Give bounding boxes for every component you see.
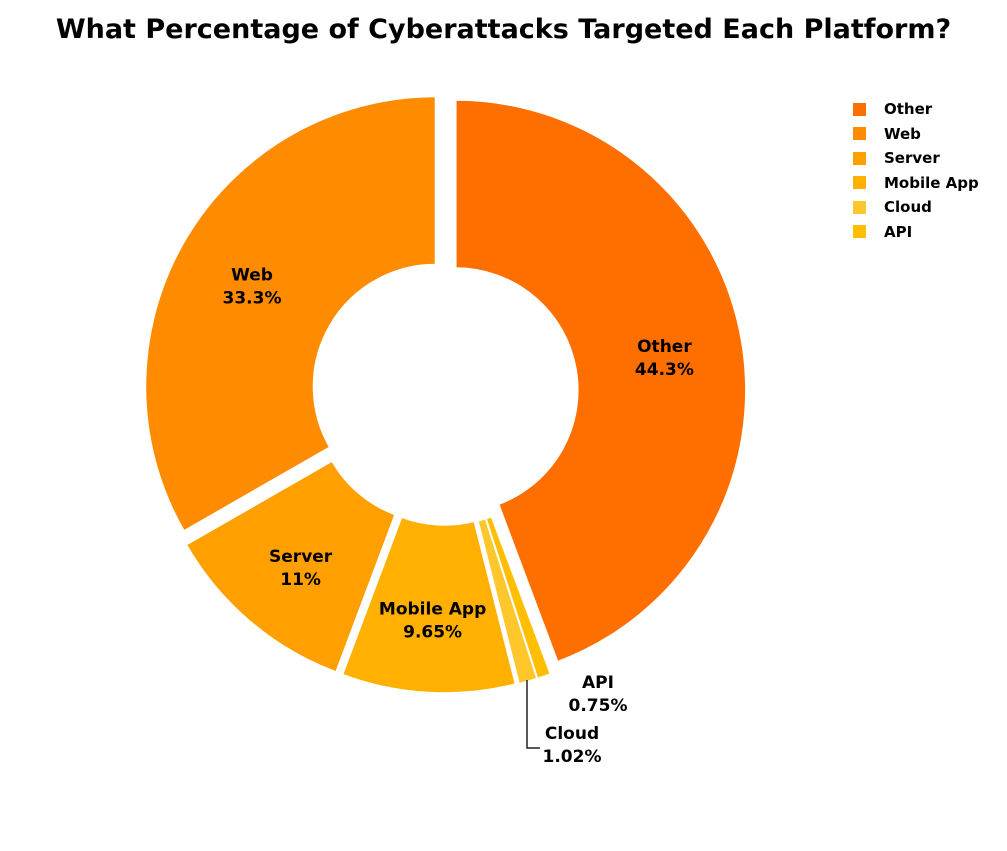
slice-cloud [477, 517, 538, 685]
legend-item-api[interactable]: API [853, 220, 979, 245]
legend-swatch [853, 151, 866, 165]
slice-other [455, 99, 747, 663]
legend-item-other[interactable]: Other [853, 97, 979, 122]
legend-item-cloud[interactable]: Cloud [853, 195, 979, 220]
slice-label-mobile-app: Mobile App [379, 600, 486, 620]
slice-server [185, 460, 397, 673]
slice-label-api: API [582, 673, 614, 693]
legend-swatch [853, 176, 866, 190]
leader-line-cloud [526, 680, 540, 749]
slice-label-server: Server [269, 547, 333, 567]
legend-label: Server [884, 149, 940, 168]
legend: Other Web Server Mobile App Cloud API [853, 97, 979, 244]
slice-value-other: 44.3% [635, 360, 694, 380]
legend-label: Cloud [884, 198, 932, 217]
legend-swatch [853, 200, 866, 214]
slice-label-other: Other [637, 337, 692, 357]
legend-label: Mobile App [884, 173, 979, 192]
slice-value-server: 11% [280, 570, 321, 590]
legend-label: Other [884, 100, 933, 119]
slice-value-cloud: 1.02% [543, 747, 602, 767]
slice-value-web: 33.3% [223, 288, 282, 308]
legend-label: API [884, 222, 913, 241]
legend-swatch [853, 225, 866, 239]
slice-mobile-app [341, 516, 517, 694]
slice-label-web: Web [231, 265, 273, 285]
chart-title: What Percentage of Cyberattacks Targeted… [55, 14, 952, 45]
legend-item-server[interactable]: Server [853, 146, 979, 171]
legend-item-mobile-app[interactable]: Mobile App [853, 171, 979, 196]
legend-swatch [853, 127, 866, 141]
slice-web [144, 95, 437, 532]
legend-swatch [853, 102, 866, 116]
legend-item-web[interactable]: Web [853, 122, 979, 147]
slice-value-mobile-app: 9.65% [403, 623, 462, 643]
legend-label: Web [884, 124, 921, 143]
slice-value-api: 0.75% [569, 696, 628, 716]
slice-label-cloud: Cloud [545, 724, 599, 744]
